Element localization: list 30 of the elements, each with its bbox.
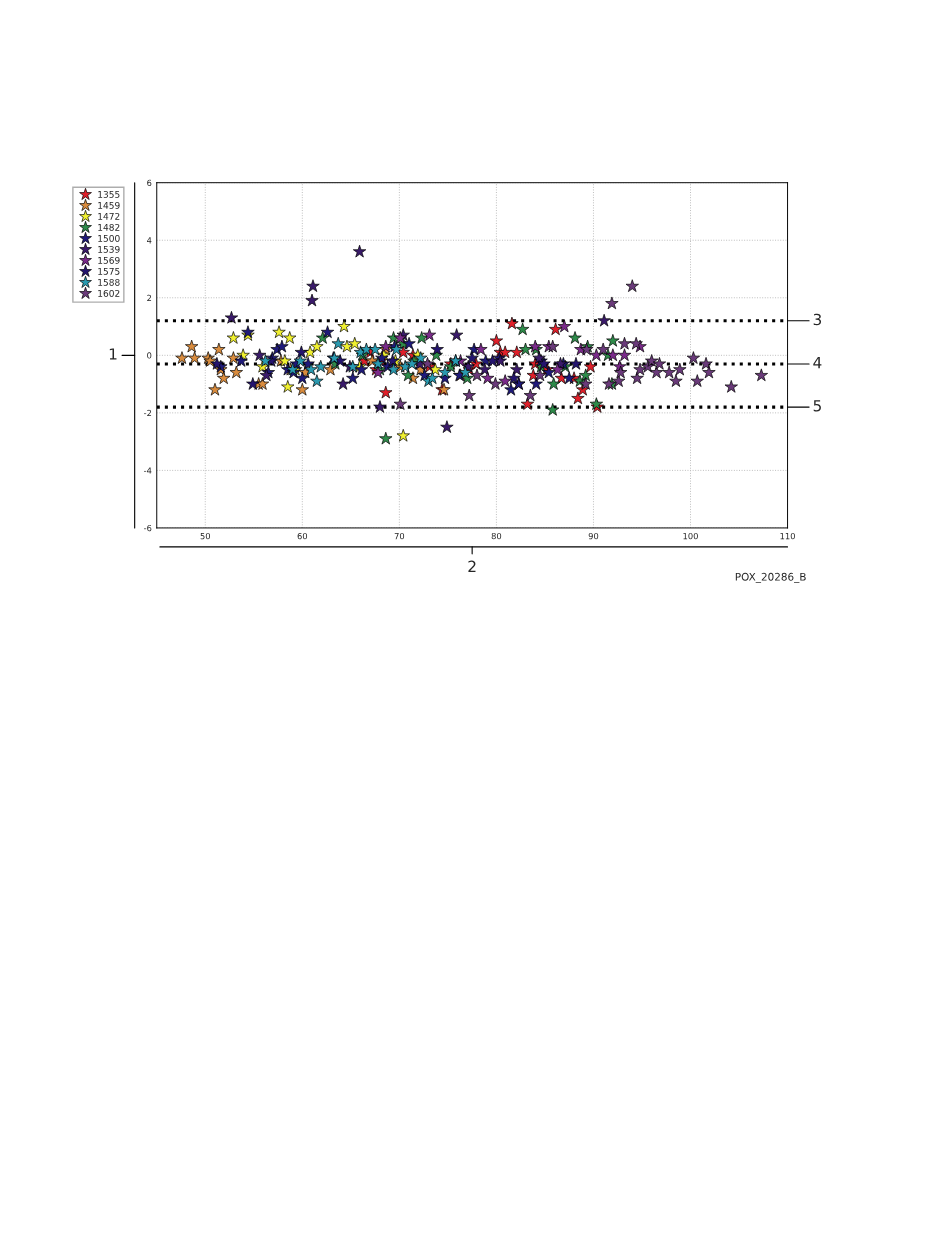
text: 4 <box>813 357 822 369</box>
x-tick-label: 110 <box>780 532 795 540</box>
legend-label: 1539 <box>98 245 120 253</box>
legend-label: 1472 <box>98 212 120 220</box>
y-axis-title: 1 <box>109 348 117 360</box>
legend-label: 1569 <box>98 256 120 264</box>
text: 5 <box>813 400 821 412</box>
x-tick-label: 90 <box>588 532 599 540</box>
text: 3 <box>813 313 822 326</box>
legend-label: 1355 <box>98 190 120 198</box>
text: POX_20286_B <box>735 572 806 584</box>
y-tick-label: 4 <box>146 237 152 244</box>
legend-label: 1500 <box>98 234 120 242</box>
y-tick-label: 2 <box>147 294 152 301</box>
x-tick-label: 50 <box>200 532 211 540</box>
y-tick-label: -2 <box>143 409 152 417</box>
x-tick-label: 80 <box>491 532 502 540</box>
legend-label: 1482 <box>98 223 120 231</box>
legend-label: 1575 <box>98 268 120 275</box>
y-tick-label: 6 <box>147 179 152 186</box>
y-tick-label: -6 <box>143 524 152 532</box>
legend-label: 1459 <box>98 201 120 209</box>
x-axis-title: 2 <box>468 560 476 572</box>
y-tick-label: -4 <box>143 467 152 474</box>
x-tick-label: 100 <box>683 532 698 540</box>
legend-label: 1602 <box>98 289 120 297</box>
legend-label: 1588 <box>98 278 120 286</box>
y-tick-label: 0 <box>147 352 152 359</box>
x-tick-label: 60 <box>297 532 308 540</box>
x-tick-label: 70 <box>394 532 405 540</box>
